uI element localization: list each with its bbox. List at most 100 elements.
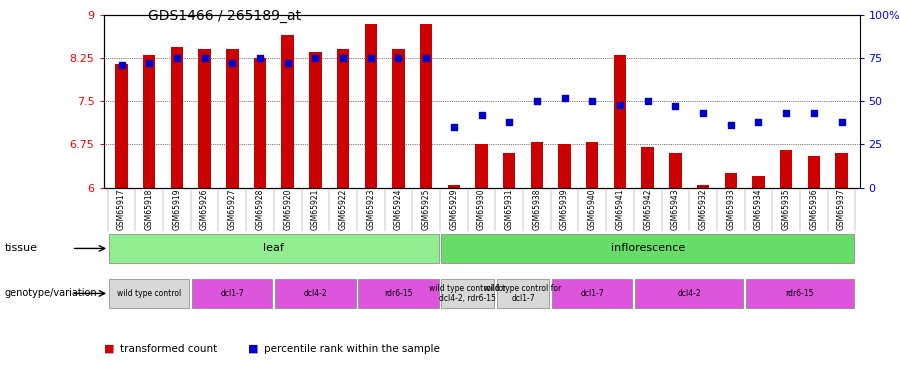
Text: wild type control for
dcl1-7: wild type control for dcl1-7	[484, 284, 562, 303]
Point	[834, 119, 849, 125]
Text: dcl1-7: dcl1-7	[580, 289, 604, 298]
Text: wild type control for
dcl4-2, rdr6-15: wild type control for dcl4-2, rdr6-15	[429, 284, 507, 303]
Bar	[669, 153, 681, 188]
Bar	[441, 279, 494, 308]
Text: inflorescence: inflorescence	[610, 243, 685, 254]
Point	[530, 98, 544, 104]
Bar	[226, 50, 239, 188]
Point	[557, 95, 572, 101]
Point	[336, 55, 350, 61]
Text: GSM65937: GSM65937	[837, 189, 846, 230]
Text: GSM65928: GSM65928	[256, 189, 265, 230]
Text: GSM65925: GSM65925	[421, 189, 430, 230]
Bar	[282, 35, 294, 188]
Bar	[586, 141, 598, 188]
Point	[778, 110, 793, 116]
Point	[281, 60, 295, 66]
Text: GSM65933: GSM65933	[726, 189, 735, 230]
Point	[392, 55, 406, 61]
Text: GSM65939: GSM65939	[560, 189, 569, 230]
Text: GSM65943: GSM65943	[670, 189, 680, 230]
Text: GSM65918: GSM65918	[145, 189, 154, 230]
Text: GSM65920: GSM65920	[284, 189, 292, 230]
Point	[197, 55, 211, 61]
Text: GSM65921: GSM65921	[310, 189, 320, 230]
Point	[446, 124, 461, 130]
Point	[502, 119, 517, 125]
Bar	[558, 144, 571, 188]
Text: GSM65922: GSM65922	[338, 189, 347, 230]
Point	[364, 55, 378, 61]
Bar	[497, 279, 549, 308]
Point	[418, 55, 433, 61]
Bar	[697, 184, 709, 188]
Bar	[337, 50, 349, 188]
Text: rdr6-15: rdr6-15	[786, 289, 815, 298]
Text: tissue: tissue	[4, 243, 38, 253]
Bar	[143, 55, 156, 188]
Bar	[441, 234, 854, 263]
Text: ■: ■	[248, 344, 258, 354]
Bar	[115, 64, 128, 188]
Text: GSM65932: GSM65932	[698, 189, 707, 230]
Text: GSM65938: GSM65938	[533, 189, 542, 230]
Bar	[724, 173, 737, 188]
Bar	[109, 234, 438, 263]
Text: GSM65927: GSM65927	[228, 189, 237, 230]
Bar	[635, 279, 743, 308]
Point	[641, 98, 655, 104]
Bar	[109, 279, 189, 308]
Bar	[552, 279, 633, 308]
Text: GSM65941: GSM65941	[616, 189, 625, 230]
Text: dcl4-2: dcl4-2	[678, 289, 701, 298]
Point	[114, 62, 129, 68]
Bar	[171, 46, 183, 188]
Point	[668, 104, 682, 110]
Point	[806, 110, 821, 116]
Text: GSM65935: GSM65935	[781, 189, 790, 230]
Bar	[192, 279, 273, 308]
Bar	[309, 53, 321, 188]
Bar	[420, 24, 432, 188]
Bar	[835, 153, 848, 188]
Text: rdr6-15: rdr6-15	[384, 289, 413, 298]
Text: genotype/variation: genotype/variation	[4, 288, 97, 298]
Bar	[392, 50, 405, 188]
Text: GDS1466 / 265189_at: GDS1466 / 265189_at	[148, 9, 302, 23]
Bar	[746, 279, 854, 308]
Bar	[503, 153, 516, 188]
Text: GSM65934: GSM65934	[754, 189, 763, 230]
Text: GSM65919: GSM65919	[173, 189, 182, 230]
Point	[752, 119, 766, 125]
Text: GSM65931: GSM65931	[505, 189, 514, 230]
Bar	[531, 141, 543, 188]
Text: GSM65940: GSM65940	[588, 189, 597, 230]
Bar	[358, 279, 438, 308]
Bar	[614, 55, 626, 188]
Text: dcl4-2: dcl4-2	[303, 289, 328, 298]
Bar	[364, 24, 377, 188]
Text: GSM65917: GSM65917	[117, 189, 126, 230]
Point	[474, 112, 489, 118]
Bar	[275, 279, 356, 308]
Point	[585, 98, 599, 104]
Bar	[475, 144, 488, 188]
Bar	[447, 184, 460, 188]
Point	[613, 102, 627, 108]
Text: GSM65942: GSM65942	[644, 189, 652, 230]
Point	[170, 55, 184, 61]
Bar	[254, 58, 266, 188]
Point	[253, 55, 267, 61]
Text: wild type control: wild type control	[117, 289, 181, 298]
Bar	[780, 150, 792, 188]
Point	[696, 110, 710, 116]
Text: leaf: leaf	[264, 243, 284, 254]
Text: GSM65936: GSM65936	[809, 189, 818, 230]
Bar	[807, 156, 820, 188]
Text: GSM65930: GSM65930	[477, 189, 486, 230]
Point	[142, 60, 157, 66]
Bar	[752, 176, 765, 188]
Point	[724, 122, 738, 128]
Bar	[642, 147, 654, 188]
Text: dcl1-7: dcl1-7	[220, 289, 244, 298]
